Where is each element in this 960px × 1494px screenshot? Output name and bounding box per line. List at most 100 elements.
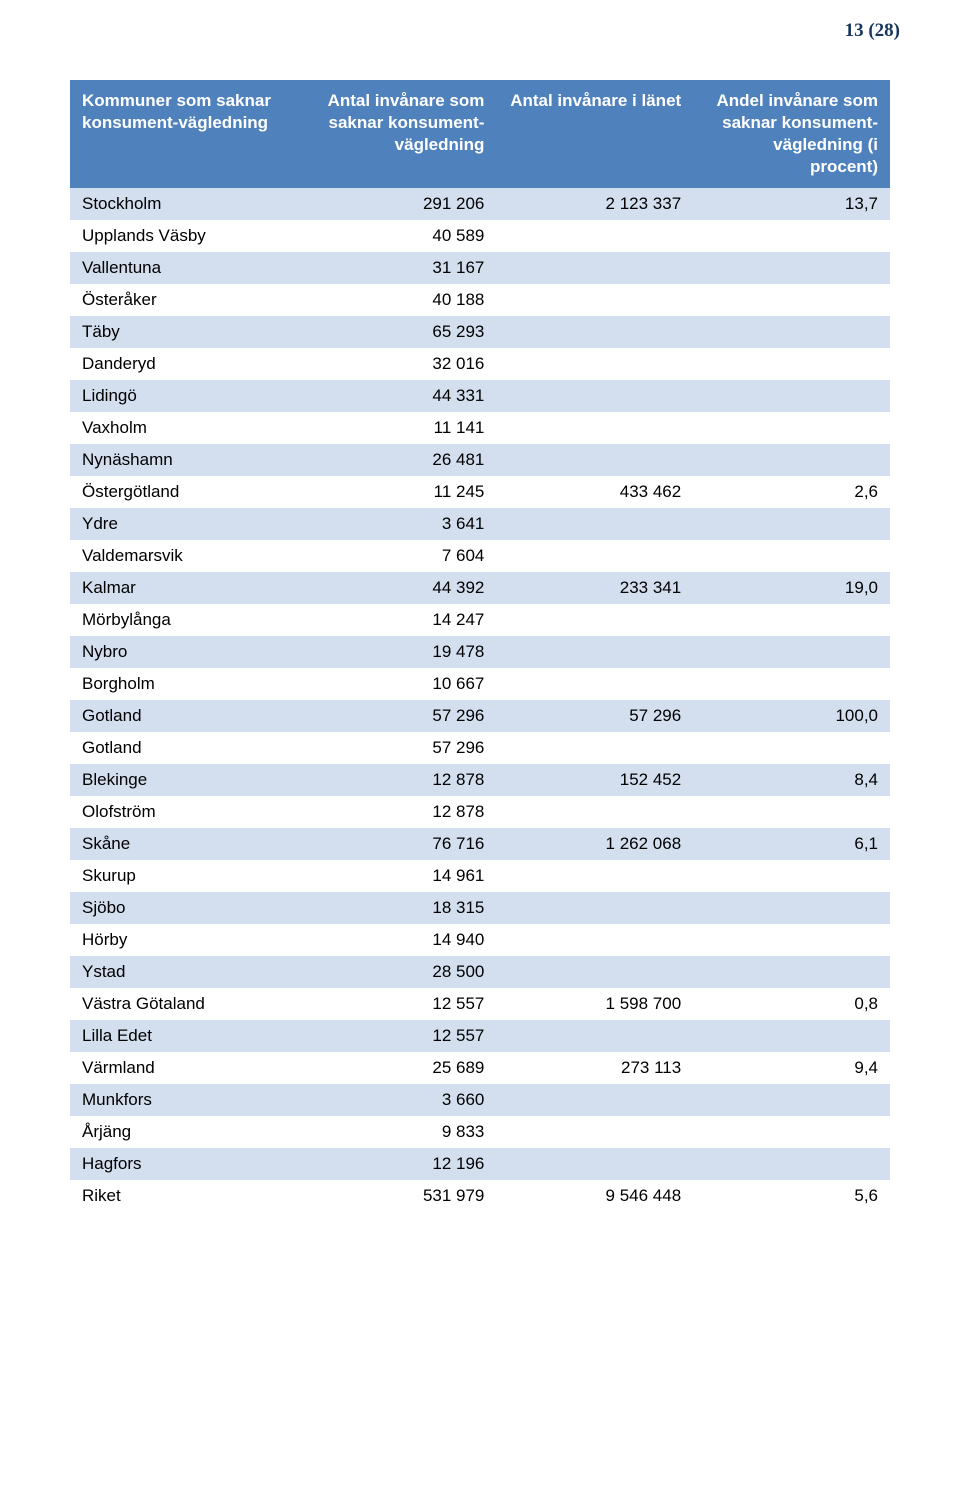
- table-cell: [693, 508, 890, 540]
- table-cell: 40 188: [300, 284, 497, 316]
- table-cell: Sjöbo: [70, 892, 300, 924]
- table-cell: Riket: [70, 1180, 300, 1212]
- table-cell: [496, 604, 693, 636]
- table-row: Mörbylånga14 247: [70, 604, 890, 636]
- table-row: Valdemarsvik7 604: [70, 540, 890, 572]
- table-row: Vallentuna31 167: [70, 252, 890, 284]
- table-cell: 13,7: [693, 188, 890, 220]
- table-row: Riket531 9799 546 4485,6: [70, 1180, 890, 1212]
- table-row: Österåker40 188: [70, 284, 890, 316]
- table-cell: 12 196: [300, 1148, 497, 1180]
- table-cell: 2,6: [693, 476, 890, 508]
- table-cell: 531 979: [300, 1180, 497, 1212]
- table-cell: Hagfors: [70, 1148, 300, 1180]
- table-cell: 0,8: [693, 988, 890, 1020]
- table-cell: [496, 316, 693, 348]
- table-cell: 3 641: [300, 508, 497, 540]
- table-cell: Valdemarsvik: [70, 540, 300, 572]
- table-cell: 31 167: [300, 252, 497, 284]
- table-row: Hörby14 940: [70, 924, 890, 956]
- table-cell: [496, 284, 693, 316]
- table-cell: 9 546 448: [496, 1180, 693, 1212]
- table-cell: Hörby: [70, 924, 300, 956]
- table-cell: 233 341: [496, 572, 693, 604]
- table-cell: [693, 348, 890, 380]
- table-cell: 76 716: [300, 828, 497, 860]
- table-cell: 19,0: [693, 572, 890, 604]
- table-cell: [496, 540, 693, 572]
- table-cell: [693, 444, 890, 476]
- table-row: Hagfors12 196: [70, 1148, 890, 1180]
- table-cell: [693, 796, 890, 828]
- table-cell: Täby: [70, 316, 300, 348]
- table-row: Danderyd32 016: [70, 348, 890, 380]
- table-row: Ydre3 641: [70, 508, 890, 540]
- table-cell: Ystad: [70, 956, 300, 988]
- table-cell: [693, 924, 890, 956]
- table-cell: [496, 796, 693, 828]
- table-cell: Gotland: [70, 700, 300, 732]
- table-cell: [496, 860, 693, 892]
- table-cell: Nybro: [70, 636, 300, 668]
- table-cell: [693, 636, 890, 668]
- table-cell: 14 940: [300, 924, 497, 956]
- table-cell: Mörbylånga: [70, 604, 300, 636]
- table-cell: 10 667: [300, 668, 497, 700]
- table-cell: 152 452: [496, 764, 693, 796]
- table-row: Värmland25 689273 1139,4: [70, 1052, 890, 1084]
- table-cell: 25 689: [300, 1052, 497, 1084]
- table-cell: [693, 1084, 890, 1116]
- table-cell: Lidingö: [70, 380, 300, 412]
- table-row: Ystad28 500: [70, 956, 890, 988]
- table-cell: Nynäshamn: [70, 444, 300, 476]
- table-cell: 1 262 068: [496, 828, 693, 860]
- table-row: Kalmar44 392233 34119,0: [70, 572, 890, 604]
- table-row: Lidingö44 331: [70, 380, 890, 412]
- table-row: Skurup14 961: [70, 860, 890, 892]
- table-cell: [693, 668, 890, 700]
- table-cell: Stockholm: [70, 188, 300, 220]
- table-cell: 12 557: [300, 988, 497, 1020]
- table-cell: [496, 220, 693, 252]
- table-cell: 433 462: [496, 476, 693, 508]
- table-cell: 12 557: [300, 1020, 497, 1052]
- table-cell: [496, 956, 693, 988]
- table-cell: 9 833: [300, 1116, 497, 1148]
- table-cell: 100,0: [693, 700, 890, 732]
- table-cell: 40 589: [300, 220, 497, 252]
- table-cell: [693, 1020, 890, 1052]
- table-cell: [693, 316, 890, 348]
- table-cell: 12 878: [300, 764, 497, 796]
- table-cell: [496, 444, 693, 476]
- table-cell: 14 961: [300, 860, 497, 892]
- table-row: Olofström12 878: [70, 796, 890, 828]
- table-cell: Österåker: [70, 284, 300, 316]
- table-cell: Östergötland: [70, 476, 300, 508]
- table-cell: [496, 412, 693, 444]
- table-cell: [693, 284, 890, 316]
- table-cell: 6,1: [693, 828, 890, 860]
- table-cell: [693, 380, 890, 412]
- table-cell: 11 141: [300, 412, 497, 444]
- table-row: Gotland57 29657 296100,0: [70, 700, 890, 732]
- table-cell: 273 113: [496, 1052, 693, 1084]
- table-cell: [693, 1116, 890, 1148]
- table-cell: 57 296: [300, 732, 497, 764]
- table-cell: Kalmar: [70, 572, 300, 604]
- table-cell: Värmland: [70, 1052, 300, 1084]
- table-cell: 28 500: [300, 956, 497, 988]
- table-cell: [496, 348, 693, 380]
- table-cell: [693, 252, 890, 284]
- table-cell: [496, 1084, 693, 1116]
- table-cell: 3 660: [300, 1084, 497, 1116]
- table-cell: Skurup: [70, 860, 300, 892]
- table-row: Blekinge12 878152 4528,4: [70, 764, 890, 796]
- table-row: Gotland57 296: [70, 732, 890, 764]
- table-cell: 57 296: [496, 700, 693, 732]
- table-cell: 65 293: [300, 316, 497, 348]
- table-cell: 7 604: [300, 540, 497, 572]
- table-row: Munkfors3 660: [70, 1084, 890, 1116]
- table-cell: 12 878: [300, 796, 497, 828]
- table-header-row: Kommuner som saknar konsument-vägledning…: [70, 80, 890, 188]
- table-body: Stockholm291 2062 123 33713,7Upplands Vä…: [70, 188, 890, 1212]
